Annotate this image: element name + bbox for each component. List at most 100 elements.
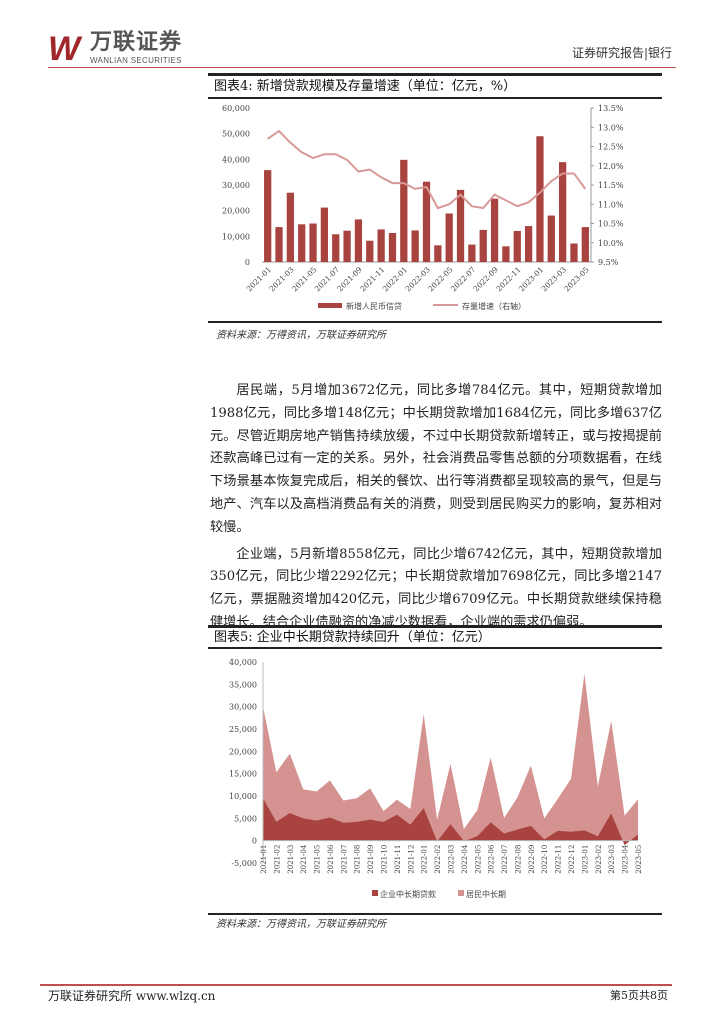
bar bbox=[445, 213, 453, 262]
y-tick-label: 10,000 bbox=[229, 792, 257, 801]
y-tick-label: 5,000 bbox=[234, 814, 257, 823]
y-tick-label-right: 13.5% bbox=[598, 104, 624, 113]
legend-label-household: 居民中长期 bbox=[466, 889, 506, 899]
bar bbox=[570, 243, 578, 262]
figure5-source: 资料来源：万得资讯，万联证券研究所 bbox=[216, 919, 386, 930]
y-tick-label: -5,000 bbox=[231, 859, 257, 868]
bar bbox=[547, 215, 555, 262]
y-tick-label-right: 10.5% bbox=[598, 220, 624, 229]
y-tick-label-left: 50,000 bbox=[222, 130, 250, 139]
bar bbox=[264, 170, 272, 262]
x-tick-label: 2022-03 bbox=[448, 845, 456, 874]
x-tick-label: 2022-12 bbox=[568, 845, 576, 874]
x-tick-label: 2022-10 bbox=[541, 845, 549, 874]
x-tick-label: 2022-02 bbox=[434, 845, 442, 874]
body-text: 居民端，5月增加3672亿元，同比多增784亿元。其中，短期贷款增加1988亿元… bbox=[210, 380, 662, 635]
y-tick-label-left: 20,000 bbox=[222, 207, 250, 216]
figure5-title: 图表5: 企业中长期贷款持续回升（单位：亿元） bbox=[214, 630, 491, 645]
bar bbox=[388, 232, 397, 262]
legend-label-enterprise: 企业中长期贷款 bbox=[380, 889, 436, 899]
bar bbox=[536, 136, 544, 262]
y-tick-label: 35,000 bbox=[229, 680, 257, 689]
y-tick-label: 30,000 bbox=[229, 703, 257, 712]
x-tick-label: 2023-02 bbox=[595, 845, 603, 874]
bar bbox=[354, 219, 363, 262]
x-tick-label: 2023-05 bbox=[635, 845, 643, 874]
x-tick-label: 2021-04 bbox=[300, 844, 308, 874]
y-tick-label: 15,000 bbox=[229, 770, 257, 779]
legend-label-line: 存量增速（右轴） bbox=[462, 301, 526, 311]
bar bbox=[479, 229, 487, 262]
legend-swatch-household bbox=[458, 890, 464, 896]
x-tick-label: 2021-10 bbox=[381, 845, 389, 874]
x-tick-label: 2021-07 bbox=[340, 845, 348, 874]
logo-name: 万联证券 bbox=[90, 30, 183, 55]
legend-swatch-enterprise bbox=[372, 890, 378, 896]
logo-english: WANLIAN SECURITIES bbox=[90, 56, 182, 65]
bar bbox=[309, 223, 317, 262]
figure4-bottom-rule bbox=[208, 321, 662, 323]
y-tick-label-left: 30,000 bbox=[222, 181, 250, 190]
figure4-title-rule bbox=[208, 97, 662, 99]
legend-label-bars: 新增人民币信贷 bbox=[346, 301, 402, 311]
x-tick-label: 2021-11 bbox=[394, 845, 402, 874]
footer-divider bbox=[40, 984, 672, 986]
x-tick-label: 2021-03 bbox=[287, 845, 295, 874]
bar bbox=[286, 192, 294, 262]
y-tick-label: 0 bbox=[252, 837, 257, 846]
bar bbox=[490, 198, 499, 262]
x-tick-label: 2023-03 bbox=[608, 845, 616, 874]
x-tick-label: 2023-05 bbox=[562, 265, 591, 294]
x-tick-label: 2021-08 bbox=[354, 845, 362, 874]
bar bbox=[502, 246, 510, 262]
bar bbox=[377, 229, 385, 262]
bar bbox=[513, 230, 521, 262]
x-tick-label: 2022-11 bbox=[555, 845, 563, 874]
x-tick-label: 2023-04 bbox=[622, 844, 630, 874]
y-tick-label-right: 11.5% bbox=[598, 181, 624, 190]
x-tick-label: 2022-01 bbox=[421, 845, 429, 874]
bar bbox=[581, 227, 589, 262]
x-tick-label: 2021-12 bbox=[407, 845, 415, 874]
x-tick-label: 2021-01 bbox=[260, 845, 268, 874]
y-tick-label: 20,000 bbox=[229, 747, 257, 756]
page-number: 第5页共8页 bbox=[610, 989, 668, 1002]
x-tick-label: 2023-01 bbox=[581, 845, 589, 874]
bar bbox=[298, 224, 306, 262]
bar bbox=[400, 159, 408, 262]
figure4-top-rule bbox=[208, 73, 662, 76]
y-tick-label-right: 9.5% bbox=[598, 258, 619, 267]
y-tick-label-left: 0 bbox=[245, 258, 250, 267]
header-divider bbox=[48, 67, 676, 68]
growth-line bbox=[267, 129, 587, 210]
paragraph-enterprise: 企业端，5月新增8558亿元，同比少增6742亿元，其中，短期贷款增加350亿元… bbox=[210, 546, 662, 630]
household-area bbox=[263, 674, 638, 841]
x-tick-label: 2021-05 bbox=[314, 845, 322, 874]
bar bbox=[343, 230, 351, 262]
y-tick-label-right: 12.0% bbox=[598, 162, 624, 171]
figure5-chart: -5,000 0 5,000 10,000 15,000 20,000 25,000 30,0… bbox=[229, 658, 643, 899]
logo-mark: W bbox=[48, 30, 80, 68]
report-type: 证券研究报告|银行 bbox=[571, 46, 672, 60]
figure5-top-rule bbox=[208, 625, 662, 628]
figure4-chart: 0 10,000 20,000 30,000 40,000 50,000 60,000 9.5… bbox=[222, 104, 624, 311]
bar bbox=[332, 234, 340, 262]
bar bbox=[275, 227, 283, 262]
x-tick-label: 2021-09 bbox=[367, 845, 375, 874]
x-tick-label: 2022-06 bbox=[488, 844, 496, 874]
footer-brand: 万联证券研究所 www.wlzq.cn bbox=[48, 989, 216, 1003]
y-tick-label: 40,000 bbox=[229, 658, 257, 667]
y-tick-label-right: 11.0% bbox=[598, 200, 624, 209]
y-tick-label-right: 13.0% bbox=[598, 123, 624, 132]
y-tick-label-left: 10,000 bbox=[222, 232, 250, 241]
y-tick-label-right: 10.0% bbox=[598, 239, 624, 248]
x-tick-label: 2022-04 bbox=[461, 844, 469, 874]
bar bbox=[422, 181, 431, 262]
y-tick-label-right: 12.5% bbox=[598, 143, 624, 152]
bar bbox=[320, 207, 329, 262]
x-tick-label: 2021-02 bbox=[273, 845, 281, 874]
x-tick-label: 2021-06 bbox=[327, 844, 335, 874]
figure4-title: 图表4: 新增贷款规模及存量增速（单位：亿元，%） bbox=[214, 79, 517, 94]
figure5-bottom-rule bbox=[208, 913, 662, 915]
bar bbox=[434, 245, 442, 262]
